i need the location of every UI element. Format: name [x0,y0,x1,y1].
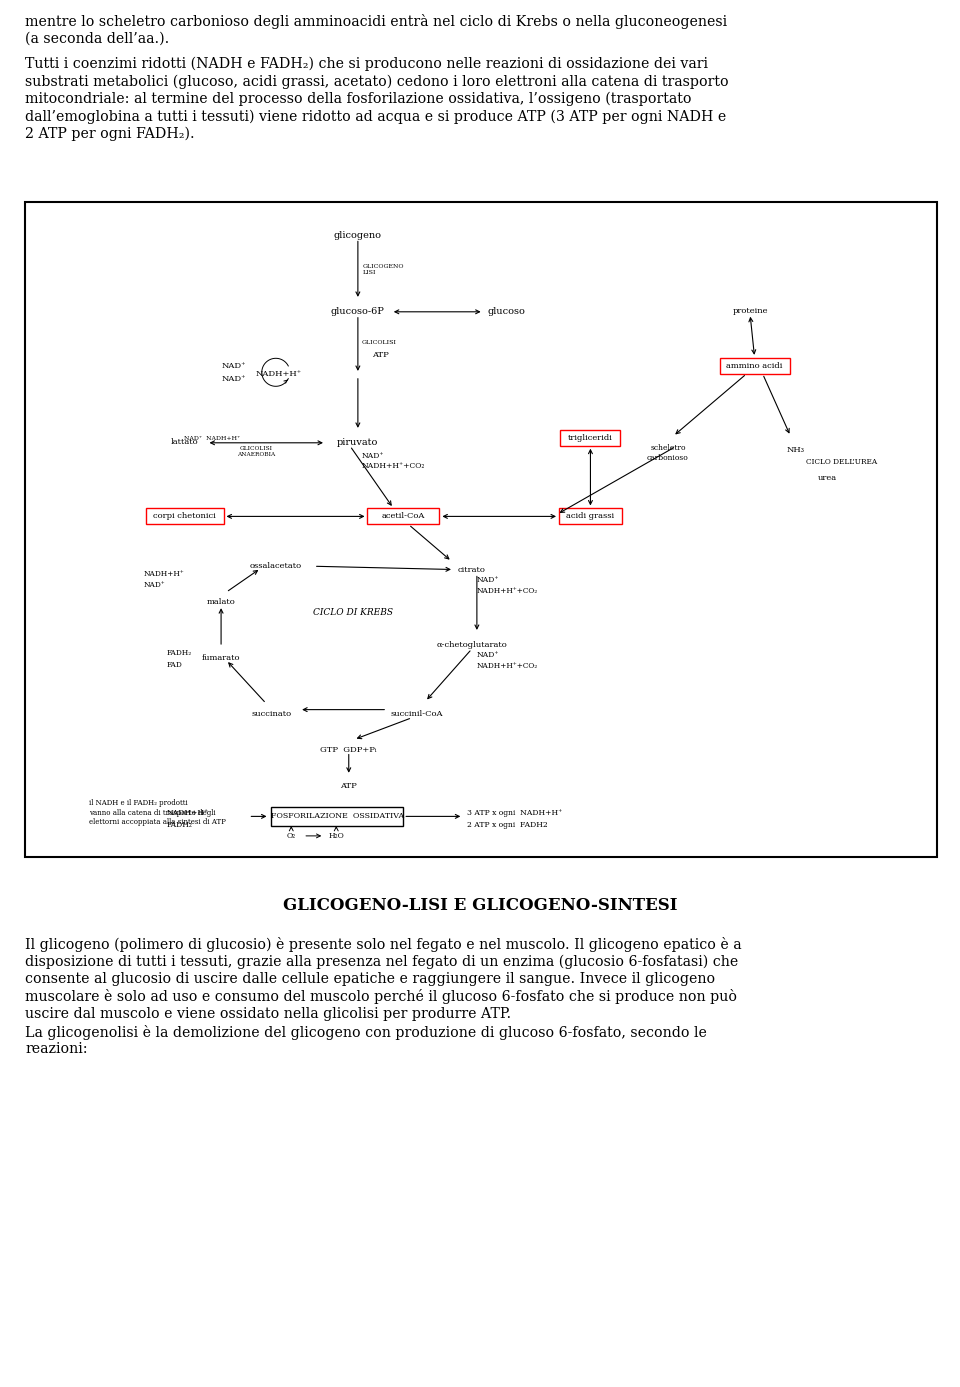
Text: GLICOLISI
ANAEROBIA: GLICOLISI ANAEROBIA [237,445,276,456]
Text: 3 ATP x ogni  NADH+H⁺: 3 ATP x ogni NADH+H⁺ [468,810,563,817]
Text: GLICOGENO
LISI: GLICOGENO LISI [363,264,404,275]
Text: 2 ATP per ogni FADH₂).: 2 ATP per ogni FADH₂). [25,128,195,141]
Text: NAD⁺: NAD⁺ [477,576,499,584]
Text: NAD⁺  NADH+H⁺: NAD⁺ NADH+H⁺ [183,436,240,441]
Bar [146,509,224,524]
Text: corpi chetonici: corpi chetonici [154,512,216,520]
Bar [25,203,937,857]
Text: ammino acidi: ammino acidi [727,362,782,370]
Bar [272,807,403,825]
Text: NADH+H⁺+CO₂: NADH+H⁺+CO₂ [477,662,539,670]
Text: GLICOGENO-LISI E GLICOGENO-SINTESI: GLICOGENO-LISI E GLICOGENO-SINTESI [283,897,677,914]
Bar [720,358,789,373]
Text: malato: malato [206,598,235,606]
Text: disposizione di tutti i tessuti, grazie alla presenza nel fegato di un enzima (g: disposizione di tutti i tessuti, grazie … [25,954,738,970]
Text: mitocondriale: al termine del processo della fosforilazione ossidativa, l’ossige: mitocondriale: al termine del processo d… [25,92,691,107]
Text: glicogeno: glicogeno [334,232,382,240]
Text: GTP  GDP+Pᵢ: GTP GDP+Pᵢ [321,746,377,753]
Text: H₂O: H₂O [328,832,344,841]
Text: glucoso-6P: glucoso-6P [331,307,385,316]
Text: ATP: ATP [341,782,357,789]
Text: ossalacetato: ossalacetato [250,562,301,570]
Text: GLICOLISI: GLICOLISI [362,340,396,345]
Text: Il glicogeno (polimero di glucosio) è presente solo nel fegato e nel muscolo. Il: Il glicogeno (polimero di glucosio) è pr… [25,938,742,951]
Text: consente al glucosio di uscire dalle cellule epatiche e raggiungere il sangue. I: consente al glucosio di uscire dalle cel… [25,972,715,986]
Text: NADH+H⁺+CO₂: NADH+H⁺+CO₂ [477,587,539,595]
Text: succinil-CoA: succinil-CoA [391,710,444,717]
Text: substrati metabolici (glucoso, acidi grassi, acetato) cedono i loro elettroni al: substrati metabolici (glucoso, acidi gra… [25,75,729,89]
Bar [559,509,622,524]
Text: ATP: ATP [372,351,388,359]
Text: piruvato: piruvato [337,438,378,447]
Text: reazioni:: reazioni: [25,1042,87,1056]
Text: NADH+H⁺: NADH+H⁺ [166,810,208,817]
Text: CICLO DI KREBS: CICLO DI KREBS [313,608,394,617]
Text: α-chetoglutarato: α-chetoglutarato [437,641,507,649]
Text: lattato: lattato [171,438,199,445]
Text: fumarato: fumarato [202,653,240,662]
Text: proteine: proteine [732,307,768,315]
Text: NAD⁺: NAD⁺ [144,581,165,589]
Bar [561,430,620,445]
Text: FADH₂: FADH₂ [166,649,192,657]
Text: succinato: succinato [252,710,291,717]
Text: NADH+H⁺+CO₂: NADH+H⁺+CO₂ [362,462,425,470]
Text: citrato: citrato [458,566,486,574]
Text: NAD⁺: NAD⁺ [477,651,499,659]
Text: NAD⁺: NAD⁺ [221,376,246,383]
Text: FAD: FAD [166,662,182,669]
Text: FOSFORILAZIONE  OSSIDATIVA: FOSFORILAZIONE OSSIDATIVA [271,813,404,820]
Text: urea: urea [818,474,837,483]
Text: NH₃: NH₃ [786,447,804,455]
Text: mentre lo scheletro carbonioso degli amminoacidi entrà nel ciclo di Krebs o nell: mentre lo scheletro carbonioso degli amm… [25,14,727,46]
Text: NAD⁺: NAD⁺ [362,452,384,460]
Bar [368,509,440,524]
Text: Tutti i coenzimi ridotti (NADH e FADH₂) che si producono nelle reazioni di ossid: Tutti i coenzimi ridotti (NADH e FADH₂) … [25,57,708,71]
Text: dall’emoglobina a tutti i tessuti) viene ridotto ad acqua e si produce ATP (3 AT: dall’emoglobina a tutti i tessuti) viene… [25,110,727,123]
Text: FADH₂: FADH₂ [166,821,192,829]
Text: uscire dal muscolo e viene ossidato nella glicolisi per produrre ATP.: uscire dal muscolo e viene ossidato nell… [25,1007,511,1021]
Text: acidi grassi: acidi grassi [566,512,614,520]
Text: O₂: O₂ [287,832,296,841]
Text: NADH+H⁺: NADH+H⁺ [144,570,184,578]
Text: NAD⁺: NAD⁺ [221,362,246,370]
Text: NADH+H⁺: NADH+H⁺ [255,370,301,379]
Text: muscolare è solo ad uso e consumo del muscolo perché il glucoso 6-fosfato che si: muscolare è solo ad uso e consumo del mu… [25,989,737,1004]
Text: il NADH e il FADH₂ prodotti
vanno alla catena di trasporto degli
elettorni accop: il NADH e il FADH₂ prodotti vanno alla c… [89,799,226,825]
Text: trigliceridi: trigliceridi [568,434,612,442]
Text: 2 ATP x ogni  FADH2: 2 ATP x ogni FADH2 [468,821,548,829]
Text: La glicogenolisi è la demolizione del glicogeno con produzione di glucoso 6-fosf: La glicogenolisi è la demolizione del gl… [25,1025,707,1039]
Text: glucoso: glucoso [488,307,525,316]
Text: acetil-CoA: acetil-CoA [382,512,425,520]
Text: CICLO DELL’UREA: CICLO DELL’UREA [805,458,876,466]
Text: scheletro
carbonioso: scheletro carbonioso [647,444,689,462]
